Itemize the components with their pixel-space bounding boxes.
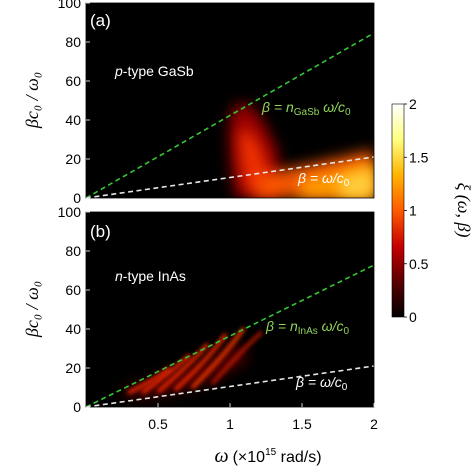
- panel-b-material-label: n-type InAs: [115, 268, 186, 284]
- panel-b-heatmap: [86, 264, 374, 407]
- y-tick-label: 0: [73, 399, 81, 415]
- panel-b-label: (b): [90, 222, 111, 241]
- colorbar: 0 0.5 1 1.5 2 ξ (ω, β): [391, 96, 474, 325]
- colorbar-tick-label: 1.5: [409, 149, 429, 165]
- colorbar-tick-label: 2: [409, 96, 417, 112]
- colorbar-label: ξ (ω, β): [453, 183, 474, 238]
- y-tick-label: 80: [65, 243, 81, 259]
- panel-a-frame: [85, 2, 375, 199]
- panel-a-heatmap: [86, 32, 374, 198]
- panel-b-x-ticks: 0.5 1 1.5 2: [148, 403, 378, 432]
- panel-b-background: [86, 212, 374, 407]
- y-tick-label: 100: [58, 204, 82, 220]
- x-axis-label: ω (×1015 rad/s): [214, 445, 321, 467]
- panel-b-y-axis-label: βc₀ / ω₀: [22, 281, 42, 338]
- y-tick-label: 40: [65, 112, 81, 128]
- panel-a-y-axis-label: βc₀ / ω₀: [22, 72, 42, 129]
- panel-a-label: (a): [90, 11, 111, 30]
- y-tick-label: 20: [65, 151, 81, 167]
- y-tick-label: 20: [65, 360, 81, 376]
- panel-a-upper-line-label: β = nGaSb ω/c0: [261, 99, 351, 118]
- panel-b-lower-line-label: β = ω/c0: [295, 374, 348, 393]
- y-tick-label: 60: [65, 73, 81, 89]
- panel-b-upper-line-label: β = nInAs ω/c0: [265, 318, 349, 337]
- panel-b-y-ticks: 0 20 40 60 80 100: [58, 204, 90, 415]
- colorbar-tick-label: 0.5: [409, 256, 429, 272]
- x-tick-label: 0.5: [148, 416, 168, 432]
- panel-a-material-label: p-type GaSb: [114, 63, 194, 79]
- y-tick-label: 60: [65, 282, 81, 298]
- colorbar-tick-label: 0: [409, 309, 417, 325]
- panel-a-upper-line: [86, 32, 374, 198]
- y-tick-label: 80: [65, 34, 81, 50]
- panel-a-y-ticks: 0 20 40 60 80 100: [58, 0, 90, 206]
- y-tick-label: 0: [73, 190, 81, 206]
- x-tick-label: 2: [370, 416, 378, 432]
- panel-a-lower-line-label: β = ω/c0: [297, 170, 350, 189]
- panel-b: (b) n-type InAs β = nInAs ω/c0 β = ω/c0 …: [22, 204, 378, 467]
- colorbar-gradient: [391, 103, 405, 318]
- y-tick-label: 100: [58, 0, 82, 11]
- panel-b-upper-line: [86, 264, 374, 407]
- y-tick-label: 40: [65, 321, 81, 337]
- colorbar-ticks: 0 0.5 1 1.5 2: [404, 96, 429, 325]
- panel-b-lower-line: [86, 365, 374, 407]
- x-tick-label: 1: [226, 416, 234, 432]
- colorbar-tick-label: 1: [409, 203, 417, 219]
- panel-a: (a) p-type GaSb β = nGaSb ω/c0 β = ω/c0 …: [22, 0, 375, 206]
- x-tick-label: 1.5: [292, 416, 312, 432]
- panel-a-lower-line: [86, 156, 374, 198]
